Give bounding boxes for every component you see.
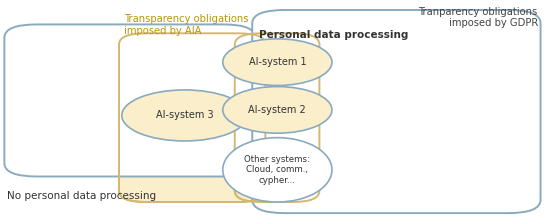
Ellipse shape	[122, 90, 247, 141]
FancyBboxPatch shape	[252, 10, 541, 213]
Text: Personal data processing: Personal data processing	[259, 30, 409, 40]
FancyBboxPatch shape	[119, 33, 265, 202]
FancyBboxPatch shape	[235, 33, 319, 202]
Text: AI-system 2: AI-system 2	[248, 105, 306, 115]
FancyBboxPatch shape	[4, 24, 256, 176]
Text: No personal data processing: No personal data processing	[7, 191, 156, 201]
Text: Other systems:
Cloud, comm.,
cypher...: Other systems: Cloud, comm., cypher...	[245, 155, 310, 185]
Ellipse shape	[223, 39, 332, 85]
Text: Transparency obligations
imposed by AIA: Transparency obligations imposed by AIA	[124, 14, 249, 36]
Ellipse shape	[223, 138, 332, 202]
Ellipse shape	[223, 87, 332, 133]
Text: Tranparency obligations
imposed by GDPR: Tranparency obligations imposed by GDPR	[419, 7, 538, 28]
Text: AI-system 3: AI-system 3	[156, 110, 213, 121]
Text: AI-system 1: AI-system 1	[248, 57, 306, 67]
